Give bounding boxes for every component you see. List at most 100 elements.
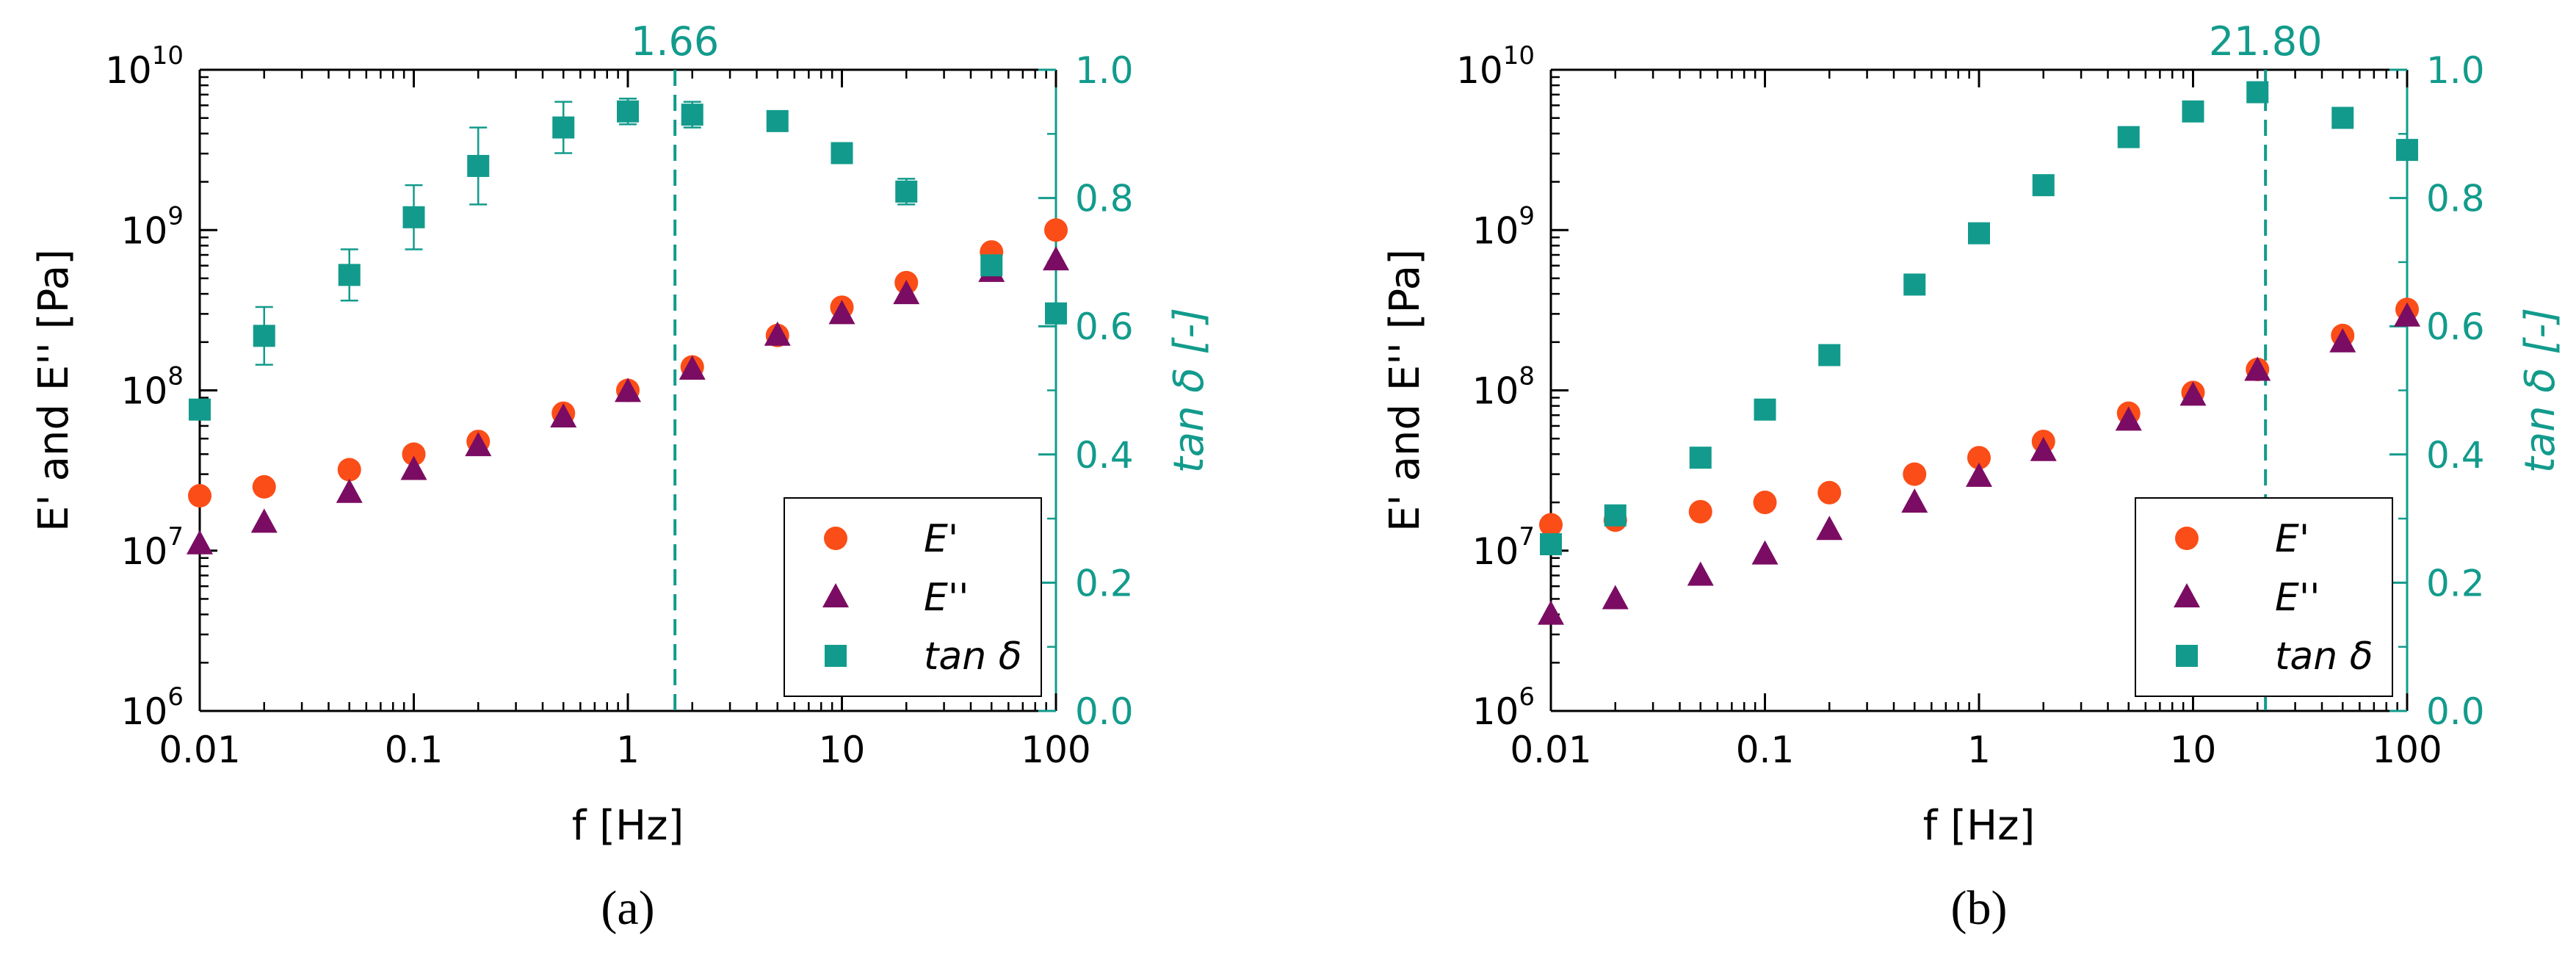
legend-marker-eprime	[824, 527, 847, 550]
y-tick-exponent: 10	[1503, 41, 1535, 71]
y-tick-label: 107	[121, 522, 184, 573]
data-point-edoubleprime	[2179, 381, 2207, 406]
x-tick-label: 10	[819, 729, 866, 771]
y2-axis-title: tan δ [-]	[1165, 308, 1213, 474]
y-tick-label: 108	[1472, 362, 1535, 413]
data-point-edoubleprime	[615, 378, 641, 402]
data-point-tan-delta	[766, 109, 789, 132]
y2-tick-label: 0.8	[1075, 178, 1134, 220]
x-tick-label: 100	[2372, 729, 2442, 771]
x-tick-label: 0.1	[385, 729, 444, 771]
x-axis-title: f [Hz]	[1923, 802, 2036, 850]
y-tick-exponent: 8	[1519, 362, 1535, 391]
x-tick-label: 1	[1967, 729, 1991, 771]
data-point-tan-delta	[1818, 344, 1841, 366]
data-point-edoubleprime	[187, 530, 213, 555]
data-point-tan-delta	[1689, 447, 1712, 469]
data-point-tan-delta	[552, 116, 575, 139]
data-point-tan-delta	[2396, 139, 2418, 162]
y-tick-label: 107	[1472, 522, 1535, 573]
legend: E' E'' tan δ	[784, 497, 1042, 697]
data-point-tan-delta	[402, 206, 425, 228]
data-point-eprime	[252, 474, 276, 499]
data-point-edoubleprime	[2244, 356, 2271, 381]
y-tick-exponent: 9	[167, 201, 184, 231]
data-point-edoubleprime	[1602, 585, 1629, 610]
series-1	[1538, 302, 2420, 625]
data-point-tan-delta	[2032, 174, 2055, 197]
y-tick-label: 1010	[105, 41, 184, 92]
data-point-eprime	[188, 484, 211, 508]
data-point-edoubleprime	[1538, 600, 1564, 625]
x-tick-label: 0.1	[1736, 729, 1795, 771]
y-tick-label: 106	[121, 682, 184, 733]
data-point-edoubleprime	[2329, 328, 2356, 353]
series-0	[188, 218, 1068, 508]
y2-tick-label: 0.0	[1075, 690, 1134, 733]
y2-tick-label: 0.4	[2426, 434, 2485, 477]
y-tick-base: 10	[1472, 209, 1519, 252]
x-tick-label: 10	[2170, 729, 2217, 771]
y2-tick-label: 0.6	[1075, 306, 1134, 348]
legend: E' E'' tan δ	[2135, 497, 2393, 697]
y-tick-base: 10	[1456, 49, 1503, 92]
panel-a: 0.01 0.1 1 10 10010610710810910100.00.20.40.…	[30, 18, 1213, 935]
data-point-eprime	[1044, 218, 1068, 242]
data-point-edoubleprime	[2394, 302, 2420, 327]
y-tick-base: 10	[121, 530, 168, 573]
crossover-label: 1.66	[631, 18, 719, 65]
y-tick-exponent: 6	[1519, 682, 1535, 712]
data-point-tan-delta	[1045, 302, 1067, 325]
y-axis-title: E' and E'' [Pa]	[1381, 249, 1429, 532]
y2-tick-label: 1.0	[2426, 49, 2485, 92]
data-point-edoubleprime	[465, 432, 492, 457]
y-axis-title: E' and E'' [Pa]	[30, 249, 78, 532]
data-point-edoubleprime	[764, 321, 791, 346]
y-tick-exponent: 6	[167, 682, 184, 712]
legend-label: E'	[924, 517, 958, 561]
data-point-edoubleprime	[550, 403, 577, 428]
y2-tick-label: 1.0	[1075, 49, 1134, 92]
data-point-edoubleprime	[679, 355, 706, 380]
data-point-eprime	[1753, 491, 1777, 515]
data-point-tan-delta	[1604, 504, 1627, 527]
data-point-edoubleprime	[400, 455, 427, 480]
y-tick-exponent: 9	[1519, 201, 1535, 231]
y2-tick-label: 0.4	[1075, 434, 1134, 477]
y-tick-exponent: 8	[167, 362, 184, 391]
crossover-label: 21.80	[2209, 18, 2323, 65]
y-tick-label: 106	[1472, 682, 1535, 733]
series-2	[1540, 81, 2418, 556]
y2-axis-title: tan δ [-]	[2517, 308, 2564, 474]
panel-label: (a)	[601, 881, 654, 935]
legend-label: E''	[924, 576, 969, 620]
data-point-edoubleprime	[250, 508, 278, 533]
x-tick-label: 0.01	[1510, 729, 1591, 771]
y-tick-label: 1010	[1456, 41, 1535, 92]
y-tick-exponent: 7	[167, 522, 184, 552]
data-point-tan-delta	[338, 264, 361, 286]
y2-tick-label: 0.8	[2426, 178, 2485, 220]
y-tick-base: 10	[1472, 530, 1519, 573]
x-tick-label: 100	[1021, 729, 1090, 771]
data-point-edoubleprime	[1816, 516, 1843, 541]
data-point-eprime	[1539, 513, 1563, 537]
data-point-tan-delta	[189, 398, 211, 421]
data-point-tan-delta	[1903, 273, 1926, 296]
y-tick-base: 10	[121, 209, 168, 252]
data-point-edoubleprime	[1966, 462, 1992, 487]
y-tick-label: 108	[121, 362, 184, 413]
series-2	[189, 98, 1067, 421]
y-tick-exponent: 7	[1519, 522, 1535, 552]
panel-b: 0.01 0.1 1 10 10010610710810910100.00.20.40.…	[1381, 18, 2564, 935]
data-point-eprime	[1688, 499, 1712, 524]
y-tick-exponent: 10	[152, 41, 184, 71]
y-tick-label: 109	[1472, 201, 1535, 252]
y-tick-label: 109	[121, 201, 184, 252]
data-point-eprime	[402, 442, 426, 466]
data-point-edoubleprime	[2030, 436, 2057, 461]
y-tick-base: 10	[105, 49, 152, 92]
data-point-tan-delta	[2246, 81, 2269, 104]
legend-label: E''	[2275, 576, 2320, 620]
